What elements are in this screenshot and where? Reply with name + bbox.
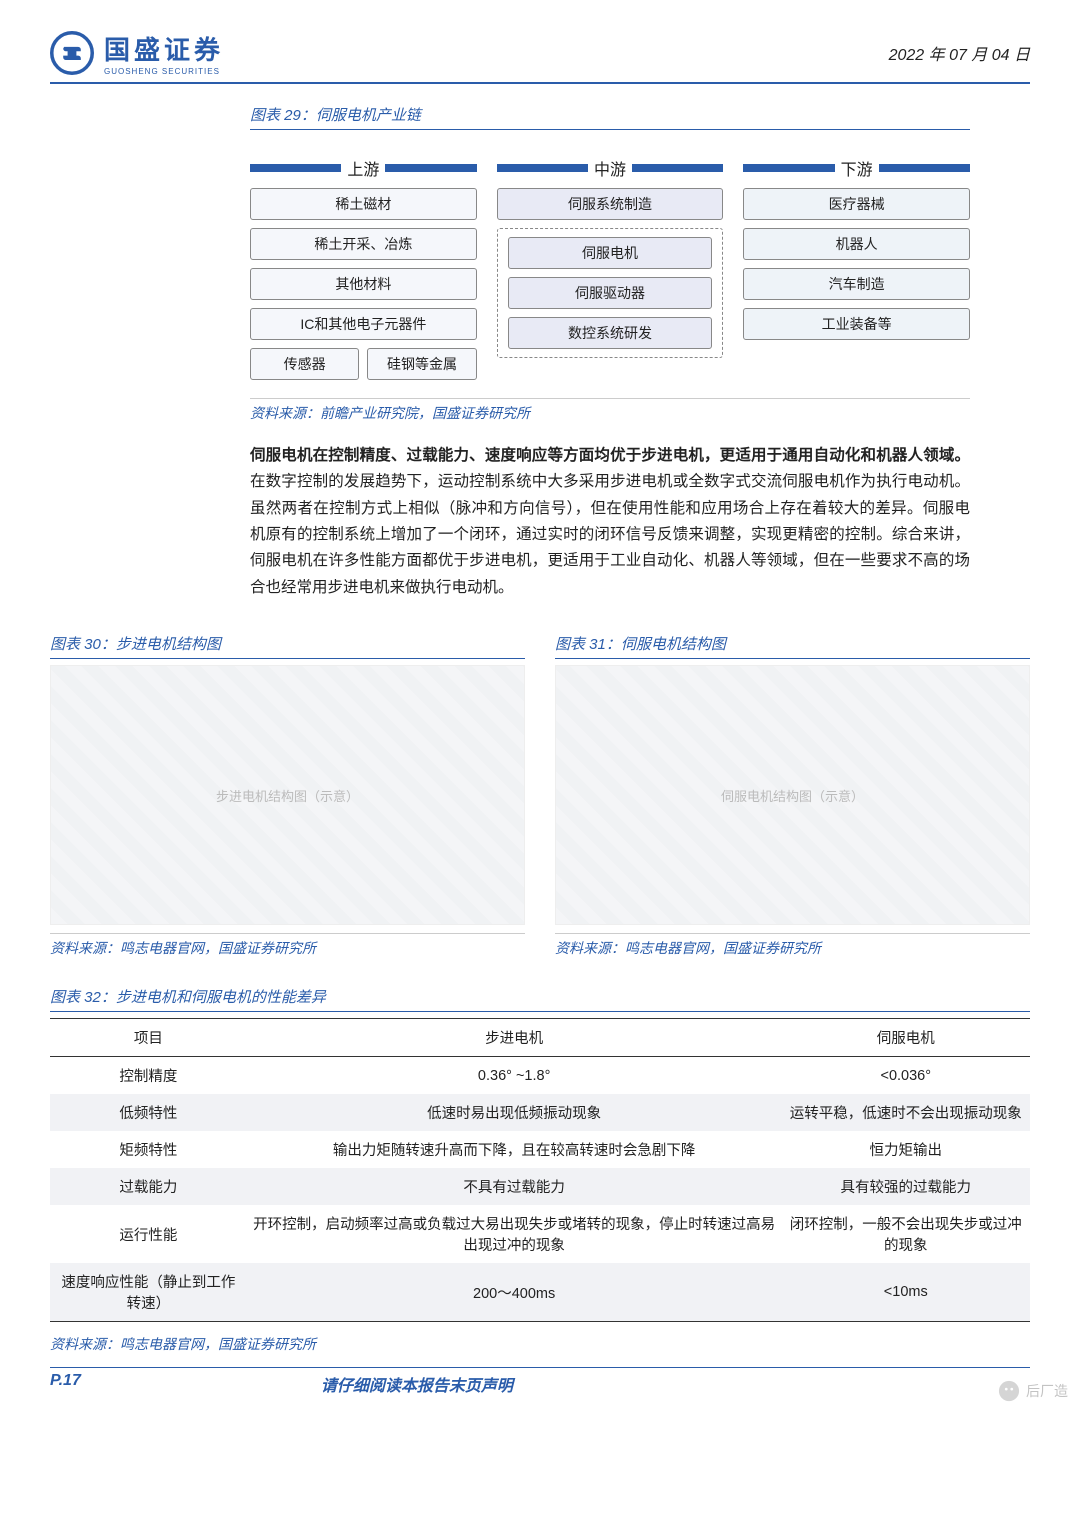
table-cell: 恒力矩输出 — [782, 1131, 1030, 1168]
page-number: P.17 — [50, 1372, 81, 1396]
table-row: 控制精度0.36° ~1.8°<0.036° — [50, 1057, 1030, 1095]
fig31-source: 资料来源：鸣志电器官网，国盛证券研究所 — [555, 933, 1030, 958]
chain-box: 稀土开采、冶炼 — [250, 228, 477, 260]
chain-mid-group: 伺服电机 伺服驱动器 数控系统研发 — [497, 228, 724, 358]
fig32-title: 图表 32：步进电机和伺服电机的性能差异 — [50, 986, 1030, 1012]
fig30-image: 步进电机结构图（示意） — [50, 665, 525, 925]
table-row: 低频特性低速时易出现低频振动现象运转平稳，低速时不会出现振动现象 — [50, 1094, 1030, 1131]
watermark: 后厂造 — [998, 1380, 1068, 1402]
table-cell: 低频特性 — [50, 1094, 247, 1131]
chain-box: 工业装备等 — [743, 308, 970, 340]
chain-box: 伺服系统制造 — [497, 188, 724, 220]
chain-box: 医疗器械 — [743, 188, 970, 220]
logo-en: GUOSHENG SECURITIES — [104, 67, 224, 76]
chain-downstream: 下游 医疗器械 机器人 汽车制造 工业装备等 — [743, 156, 970, 380]
fig31-image: 伺服电机结构图（示意） — [555, 665, 1030, 925]
page-footer: P.17 请仔细阅读本报告末页声明 — [50, 1367, 1030, 1396]
chain-midstream: 中游 伺服系统制造 伺服电机 伺服驱动器 数控系统研发 — [497, 156, 724, 380]
report-date: 2022 年 07 月 04 日 — [889, 41, 1030, 65]
page-header: 国盛证券 GUOSHENG SECURITIES 2022 年 07 月 04 … — [50, 30, 1030, 84]
chain-box: 机器人 — [743, 228, 970, 260]
table-cell: 开环控制，启动频率过高或负载过大易出现失步或堵转的现象，停止时转速过高易出现过冲… — [247, 1205, 782, 1263]
table-header: 步进电机 — [247, 1019, 782, 1057]
table-cell: 闭环控制，一般不会出现失步或过冲的现象 — [782, 1205, 1030, 1263]
logo: 国盛证券 GUOSHENG SECURITIES — [50, 30, 224, 76]
table-cell: 矩频特性 — [50, 1131, 247, 1168]
table-cell: 不具有过载能力 — [247, 1168, 782, 1205]
table-cell: 过载能力 — [50, 1168, 247, 1205]
value-chain-diagram: 上游 稀土磁材 稀土开采、冶炼 其他材料 IC和其他电子元器件 传感器 硅钢等金… — [250, 136, 970, 390]
chain-box: 汽车制造 — [743, 268, 970, 300]
table-cell: 输出力矩随转速升高而下降，且在较高转速时会急剧下降 — [247, 1131, 782, 1168]
table-cell: 运转平稳，低速时不会出现振动现象 — [782, 1094, 1030, 1131]
chain-box: 其他材料 — [250, 268, 477, 300]
chain-box: 传感器 — [250, 348, 359, 380]
table-cell: <0.036° — [782, 1057, 1030, 1095]
chain-mid-head: 中游 — [594, 156, 626, 180]
table-header: 项目 — [50, 1019, 247, 1057]
chain-box: 数控系统研发 — [508, 317, 713, 349]
paragraph-rest: 在数字控制的发展趋势下，运动控制系统中大多采用步进电机或全数字式交流伺服电机作为… — [250, 473, 970, 595]
paragraph-bold: 伺服电机在控制精度、过载能力、速度响应等方面均优于步进电机，更适用于通用自动化和… — [250, 447, 970, 464]
table-row: 过载能力不具有过载能力具有较强的过载能力 — [50, 1168, 1030, 1205]
table-row: 速度响应性能（静止到工作转速）200～400ms<10ms — [50, 1263, 1030, 1322]
fig29-title: 图表 29：伺服电机产业链 — [250, 104, 970, 130]
table-cell: 200～400ms — [247, 1263, 782, 1322]
chain-box: IC和其他电子元器件 — [250, 308, 477, 340]
table-row: 运行性能开环控制，启动频率过高或负载过大易出现失步或堵转的现象，停止时转速过高易… — [50, 1205, 1030, 1263]
table-cell: 速度响应性能（静止到工作转速） — [50, 1263, 247, 1322]
fig30-title: 图表 30：步进电机结构图 — [50, 633, 525, 659]
chain-upstream: 上游 稀土磁材 稀土开采、冶炼 其他材料 IC和其他电子元器件 传感器 硅钢等金… — [250, 156, 477, 380]
wechat-icon — [998, 1380, 1020, 1402]
table-cell: 运行性能 — [50, 1205, 247, 1263]
table-cell: 具有较强的过载能力 — [782, 1168, 1030, 1205]
table-cell: 控制精度 — [50, 1057, 247, 1095]
chain-box: 伺服驱动器 — [508, 277, 713, 309]
body-paragraph: 伺服电机在控制精度、过载能力、速度响应等方面均优于步进电机，更适用于通用自动化和… — [250, 443, 970, 601]
logo-cn: 国盛证券 — [104, 30, 224, 67]
table-cell: 低速时易出现低频振动现象 — [247, 1094, 782, 1131]
fig31-title: 图表 31：伺服电机结构图 — [555, 633, 1030, 659]
table-row: 矩频特性输出力矩随转速升高而下降，且在较高转速时会急剧下降恒力矩输出 — [50, 1131, 1030, 1168]
chain-down-head: 下游 — [841, 156, 873, 180]
footer-notice: 请仔细阅读本报告末页声明 — [321, 1372, 513, 1396]
chain-box: 硅钢等金属 — [367, 348, 476, 380]
table-cell: <10ms — [782, 1263, 1030, 1322]
chain-box: 稀土磁材 — [250, 188, 477, 220]
performance-table: 项目步进电机伺服电机 控制精度0.36° ~1.8°<0.036°低频特性低速时… — [50, 1018, 1030, 1322]
fig29-source: 资料来源：前瞻产业研究院，国盛证券研究所 — [250, 398, 970, 423]
table-header: 伺服电机 — [782, 1019, 1030, 1057]
table-cell: 0.36° ~1.8° — [247, 1057, 782, 1095]
fig30-source: 资料来源：鸣志电器官网，国盛证券研究所 — [50, 933, 525, 958]
brand-logo-icon — [50, 31, 94, 75]
chain-box: 伺服电机 — [508, 237, 713, 269]
fig32-source: 资料来源：鸣志电器官网，国盛证券研究所 — [50, 1330, 1030, 1354]
chain-up-head: 上游 — [347, 156, 379, 180]
watermark-text: 后厂造 — [1026, 1381, 1068, 1401]
